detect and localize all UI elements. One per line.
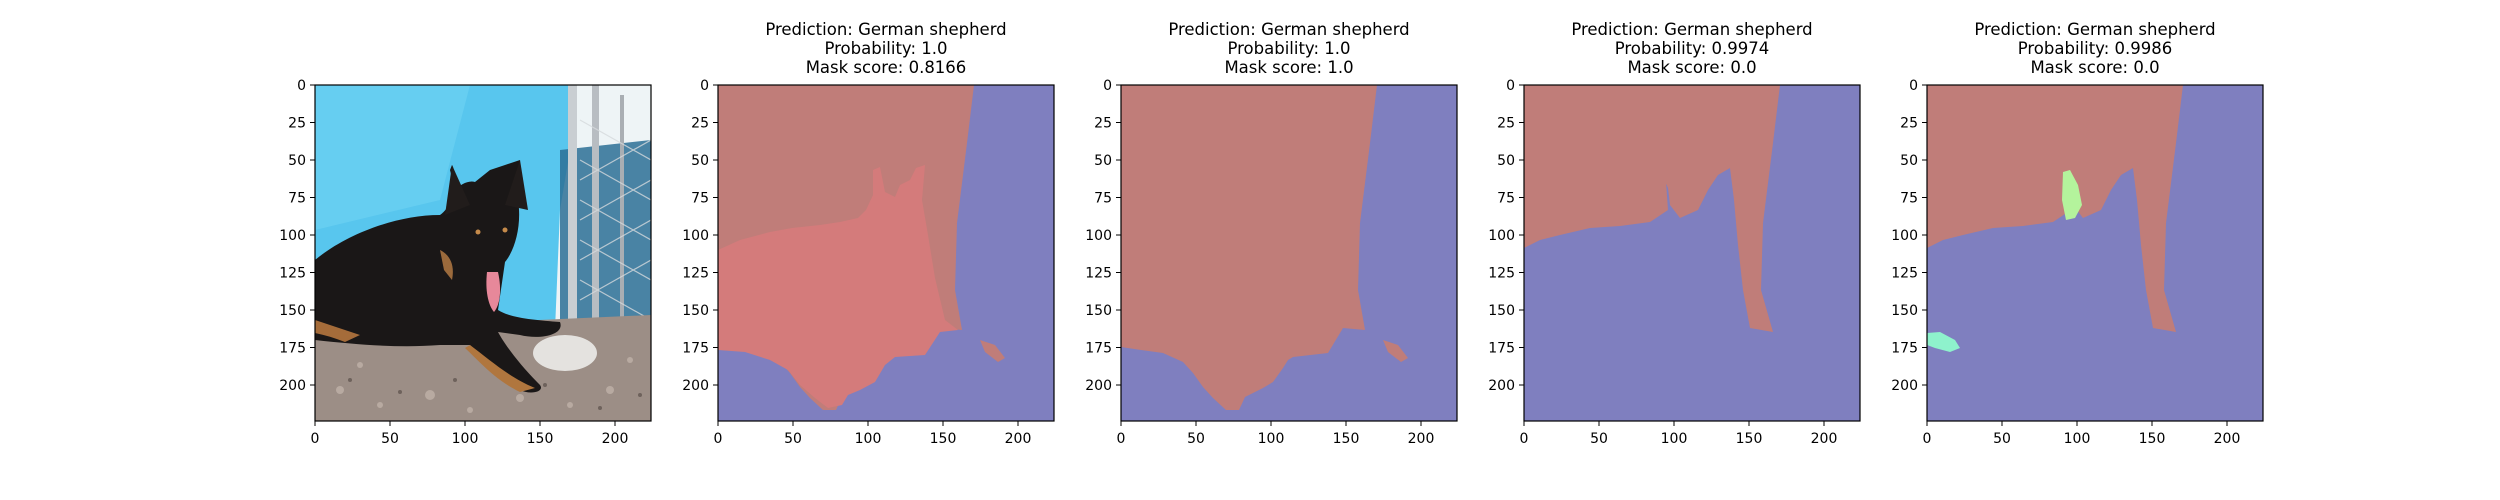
- panel-title-line: Mask score: 0.0: [2030, 58, 2159, 77]
- y-tick-label: 150: [279, 303, 306, 319]
- y-tick-label: 125: [682, 266, 709, 282]
- axes-frame: [1926, 84, 2264, 422]
- y-tick-label: 100: [1891, 228, 1918, 244]
- y-tick-label: 75: [1497, 191, 1515, 207]
- y-tick-label: 50: [1900, 153, 1918, 169]
- panel-title-line: Prediction: German shepherd: [765, 20, 1006, 39]
- x-tick-label: 100: [1258, 431, 1285, 447]
- y-tick-label: 100: [279, 228, 306, 244]
- y-tick-label: 150: [1085, 303, 1112, 319]
- x-tick-label: 150: [2139, 431, 2166, 447]
- y-tick-label: 200: [279, 378, 306, 394]
- panel-title-line: Mask score: 0.0: [1627, 58, 1756, 77]
- x-tick-label: 50: [381, 431, 399, 447]
- y-tick-label: 175: [1891, 341, 1918, 357]
- x-tick-label: 0: [714, 431, 723, 447]
- x-tick-label: 50: [784, 431, 802, 447]
- axes-frame: [1120, 84, 1458, 422]
- axes-frame: [1523, 84, 1861, 422]
- y-tick-label: 0: [1909, 78, 1918, 94]
- y-tick-label: 0: [297, 78, 306, 94]
- y-tick-label: 75: [1094, 191, 1112, 207]
- panel-title-line: Prediction: German shepherd: [1974, 20, 2215, 39]
- y-tick-label: 25: [691, 116, 709, 132]
- y-tick-label: 125: [279, 266, 306, 282]
- panel-title-line: Mask score: 0.8166: [806, 58, 967, 77]
- y-tick-label: 75: [691, 191, 709, 207]
- y-tick-label: 125: [1891, 266, 1918, 282]
- panel-title-line: Probability: 0.9974: [1615, 39, 1770, 58]
- y-tick-label: 175: [682, 341, 709, 357]
- y-tick-label: 50: [691, 153, 709, 169]
- y-tick-label: 75: [288, 191, 306, 207]
- y-tick-label: 150: [682, 303, 709, 319]
- axes-frame: [717, 84, 1055, 422]
- y-tick-label: 200: [1891, 378, 1918, 394]
- y-tick-label: 0: [1103, 78, 1112, 94]
- y-tick-label: 150: [1488, 303, 1515, 319]
- panel-title-line: Probability: 1.0: [824, 39, 947, 58]
- x-tick-label: 50: [1590, 431, 1608, 447]
- mask-panel-1: [718, 85, 1054, 421]
- x-tick-label: 200: [602, 431, 629, 447]
- x-tick-label: 150: [1736, 431, 1763, 447]
- x-tick-label: 0: [1117, 431, 1126, 447]
- y-tick-label: 75: [1900, 191, 1918, 207]
- panel-title-line: Probability: 0.9986: [2018, 39, 2173, 58]
- panel-title-line: Prediction: German shepherd: [1571, 20, 1812, 39]
- y-tick-label: 100: [682, 228, 709, 244]
- x-tick-label: 0: [1923, 431, 1932, 447]
- x-tick-label: 100: [2064, 431, 2091, 447]
- y-tick-label: 125: [1085, 266, 1112, 282]
- mask-panel-3: [1524, 85, 1860, 421]
- y-tick-label: 150: [1891, 303, 1918, 319]
- mask-panel-4: [1927, 85, 2263, 421]
- y-tick-label: 175: [279, 341, 306, 357]
- y-tick-label: 25: [1497, 116, 1515, 132]
- y-tick-label: 0: [700, 78, 709, 94]
- y-tick-label: 125: [1488, 266, 1515, 282]
- y-tick-label: 175: [1488, 341, 1515, 357]
- y-tick-label: 0: [1506, 78, 1515, 94]
- y-tick-label: 200: [1085, 378, 1112, 394]
- panel-title-line: Mask score: 1.0: [1224, 58, 1353, 77]
- x-tick-label: 0: [311, 431, 320, 447]
- x-tick-label: 200: [2214, 431, 2241, 447]
- x-tick-label: 50: [1187, 431, 1205, 447]
- y-tick-label: 25: [1094, 116, 1112, 132]
- y-tick-label: 25: [1900, 116, 1918, 132]
- x-tick-label: 100: [1661, 431, 1688, 447]
- x-tick-label: 100: [855, 431, 882, 447]
- photo-panel: [315, 85, 651, 421]
- y-tick-label: 25: [288, 116, 306, 132]
- x-tick-label: 100: [452, 431, 479, 447]
- y-tick-label: 50: [1094, 153, 1112, 169]
- x-tick-label: 50: [1993, 431, 2011, 447]
- panel-title-line: Probability: 1.0: [1227, 39, 1350, 58]
- x-tick-label: 150: [930, 431, 957, 447]
- y-tick-label: 100: [1488, 228, 1515, 244]
- x-tick-label: 200: [1005, 431, 1032, 447]
- y-tick-label: 175: [1085, 341, 1112, 357]
- y-tick-label: 50: [288, 153, 306, 169]
- x-tick-label: 200: [1408, 431, 1435, 447]
- x-tick-label: 200: [1811, 431, 1838, 447]
- y-tick-label: 50: [1497, 153, 1515, 169]
- y-tick-label: 100: [1085, 228, 1112, 244]
- y-tick-label: 200: [1488, 378, 1515, 394]
- axes-frame: [314, 84, 652, 422]
- x-tick-label: 0: [1520, 431, 1529, 447]
- x-tick-label: 150: [1333, 431, 1360, 447]
- x-tick-label: 150: [527, 431, 554, 447]
- mask-panel-2: [1121, 85, 1457, 421]
- y-tick-label: 200: [682, 378, 709, 394]
- panel-title-line: Prediction: German shepherd: [1168, 20, 1409, 39]
